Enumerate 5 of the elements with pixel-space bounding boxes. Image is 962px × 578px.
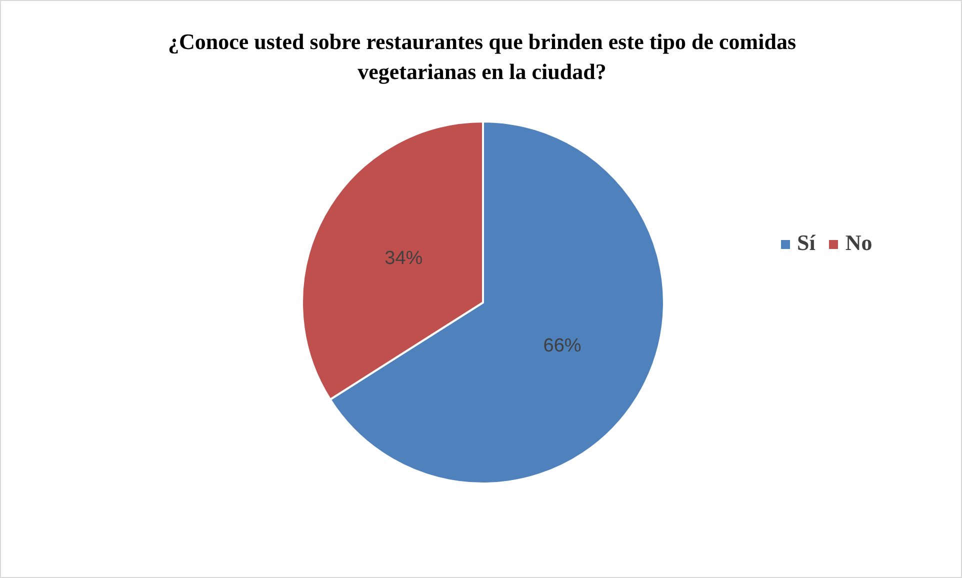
- data-label: 34%: [384, 248, 423, 270]
- legend-label: Sí: [796, 230, 816, 256]
- chart-title: ¿Conoce usted sobre restaurantes que brinden este tipo de comidas vegetarianas en la ciudad?: [166, 28, 798, 86]
- data-label: 66%: [543, 335, 582, 356]
- legend-label: No: [844, 230, 872, 256]
